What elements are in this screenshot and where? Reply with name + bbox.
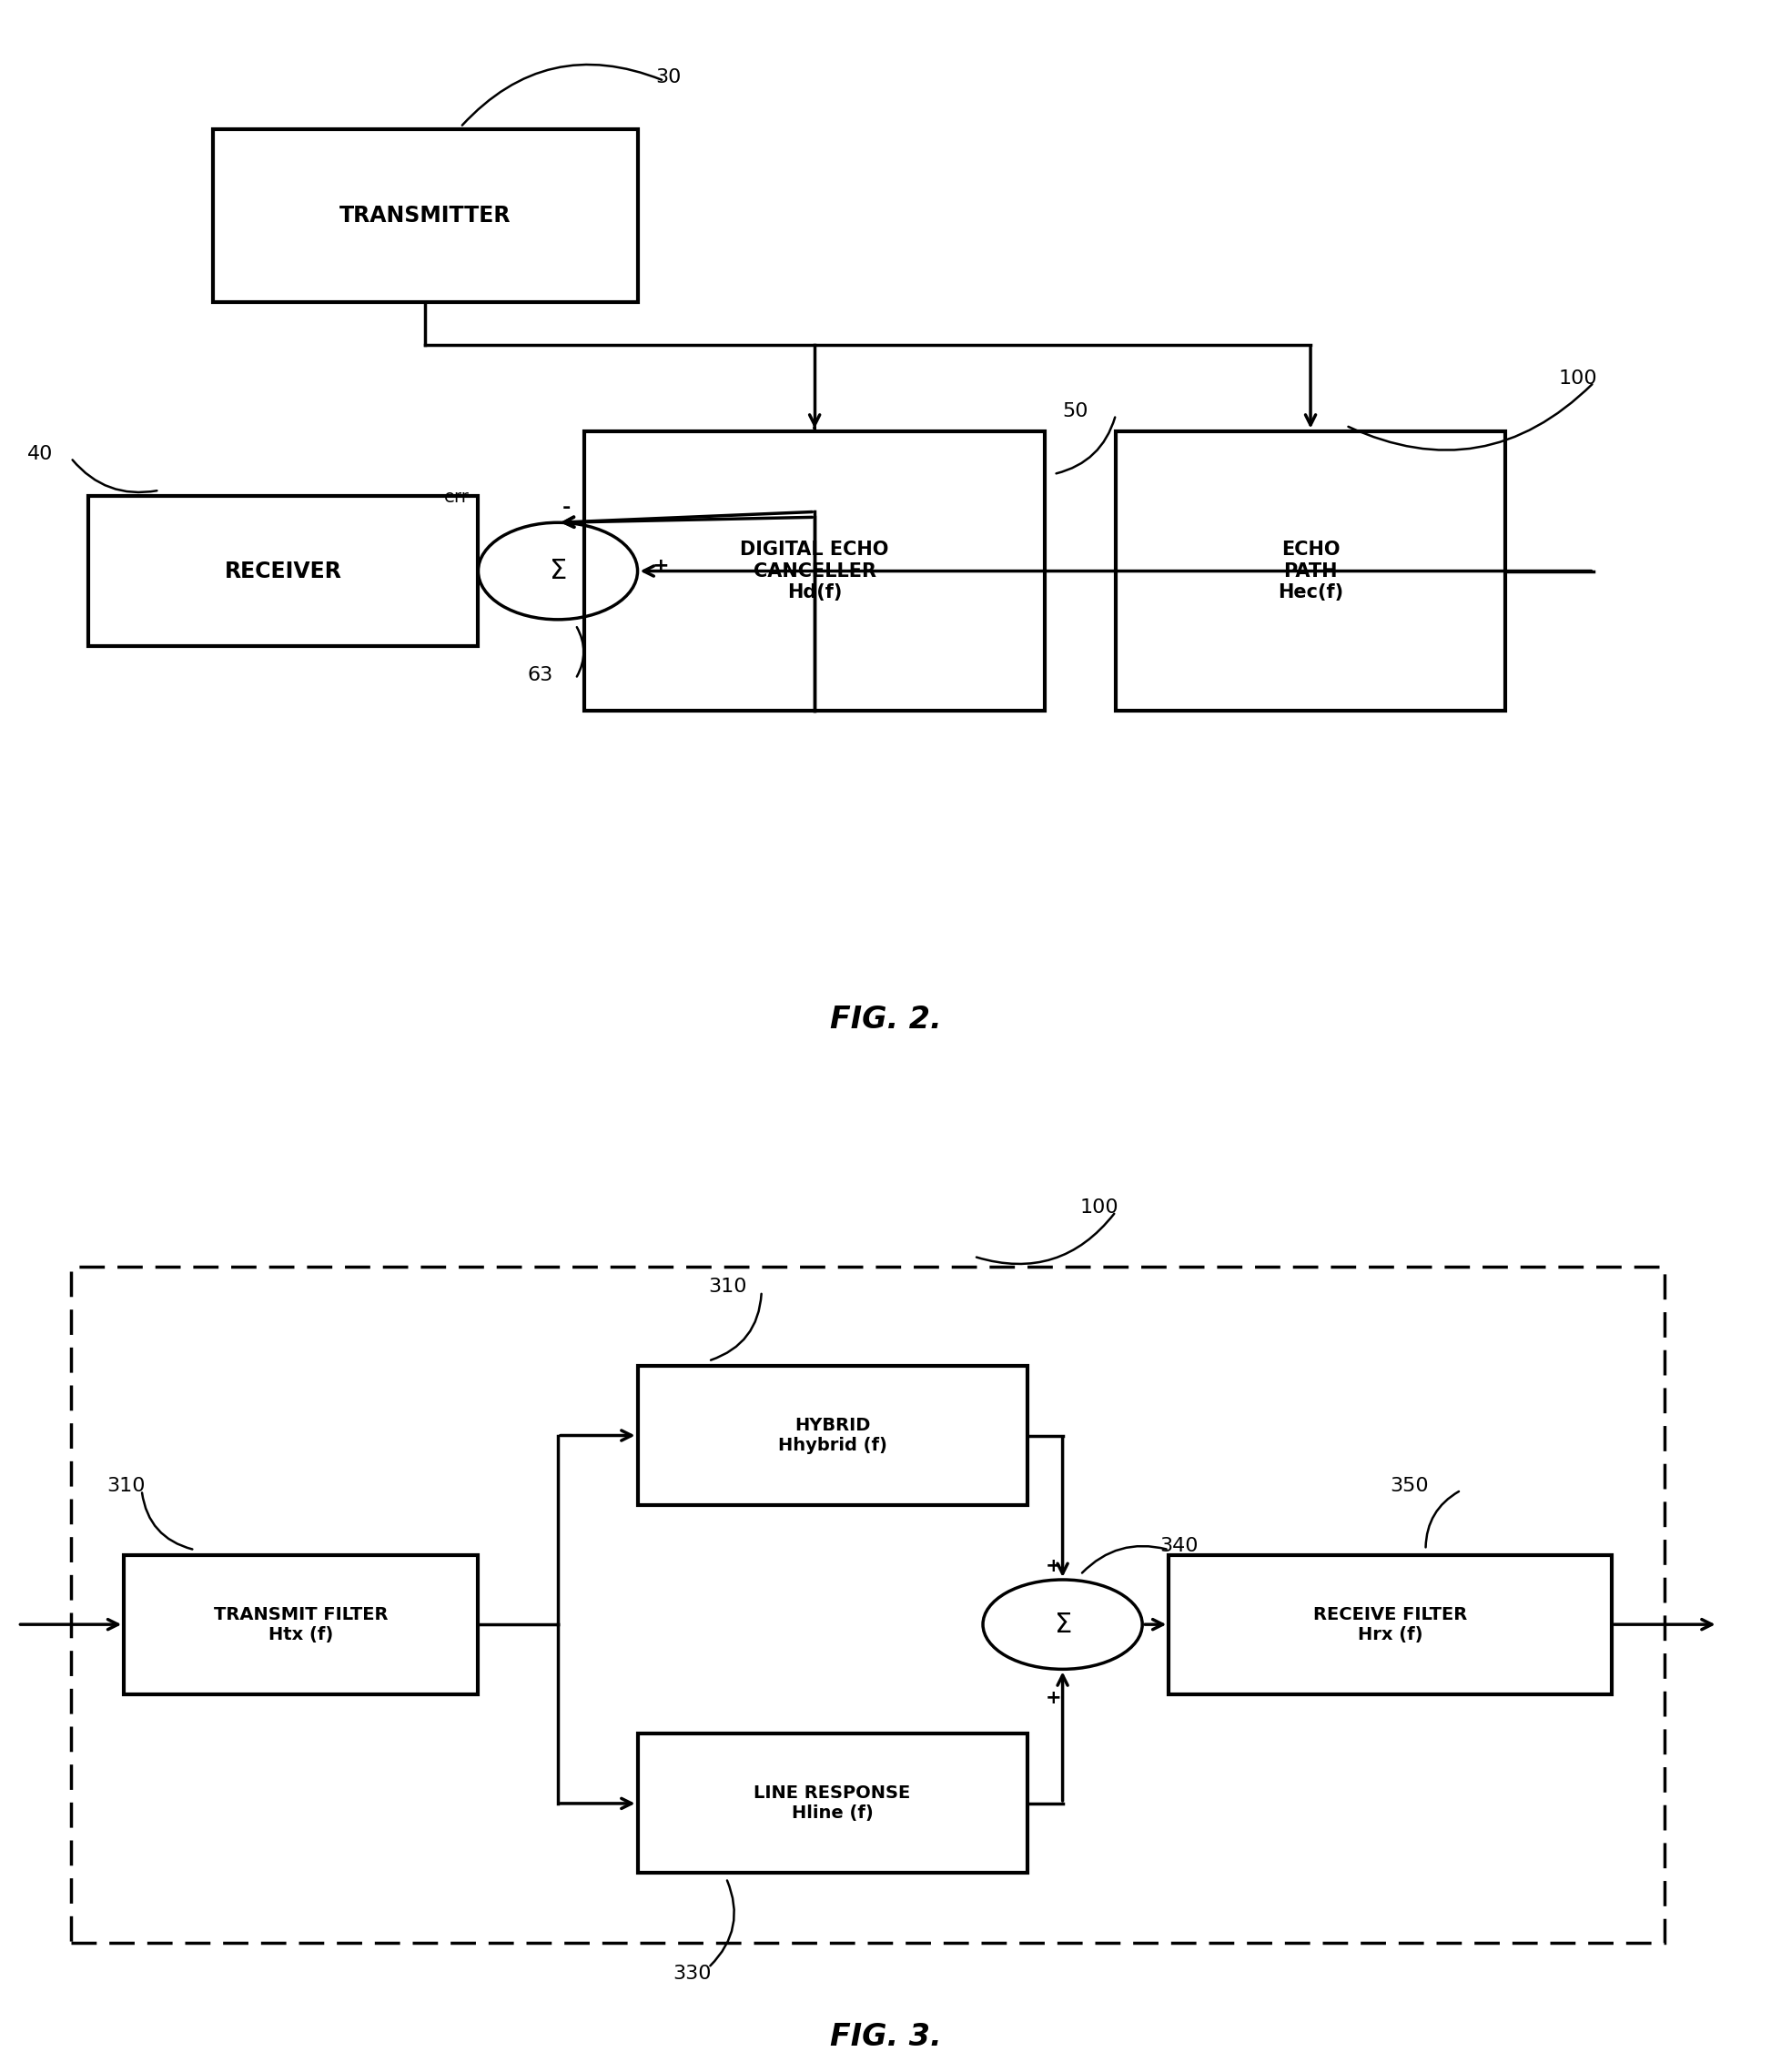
Text: 350: 350 bbox=[1390, 1477, 1429, 1496]
FancyBboxPatch shape bbox=[89, 495, 478, 646]
Text: +: + bbox=[1045, 1689, 1063, 1707]
Text: RECEIVER: RECEIVER bbox=[225, 559, 342, 582]
Text: $\Sigma$: $\Sigma$ bbox=[549, 557, 567, 584]
FancyBboxPatch shape bbox=[1116, 431, 1505, 711]
Text: +: + bbox=[1045, 1556, 1063, 1575]
FancyBboxPatch shape bbox=[584, 431, 1045, 711]
Text: TRANSMIT FILTER
Htx (f): TRANSMIT FILTER Htx (f) bbox=[214, 1606, 388, 1643]
Text: -: - bbox=[563, 499, 570, 518]
Text: $\Sigma$: $\Sigma$ bbox=[1054, 1612, 1071, 1637]
Text: 310: 310 bbox=[106, 1477, 145, 1496]
Text: 63: 63 bbox=[528, 665, 553, 684]
FancyBboxPatch shape bbox=[213, 128, 638, 303]
Text: ECHO
PATH
Hec(f): ECHO PATH Hec(f) bbox=[1277, 541, 1344, 601]
Text: 310: 310 bbox=[708, 1278, 747, 1297]
Text: DIGITAL ECHO
CANCELLER
Hd(f): DIGITAL ECHO CANCELLER Hd(f) bbox=[740, 541, 889, 601]
Text: err: err bbox=[445, 489, 469, 506]
FancyBboxPatch shape bbox=[638, 1734, 1027, 1873]
Text: RECEIVE FILTER
Hrx (f): RECEIVE FILTER Hrx (f) bbox=[1314, 1606, 1466, 1643]
FancyBboxPatch shape bbox=[1169, 1554, 1612, 1695]
Text: 40: 40 bbox=[27, 445, 53, 464]
Text: FIG. 3.: FIG. 3. bbox=[829, 2022, 942, 2051]
FancyBboxPatch shape bbox=[71, 1266, 1665, 1944]
Text: 50: 50 bbox=[1063, 402, 1089, 421]
Text: TRANSMITTER: TRANSMITTER bbox=[340, 205, 510, 226]
Text: 100: 100 bbox=[1558, 369, 1597, 387]
Text: 340: 340 bbox=[1160, 1537, 1199, 1554]
Text: LINE RESPONSE
Hline (f): LINE RESPONSE Hline (f) bbox=[754, 1784, 910, 1821]
Text: HYBRID
Hhybrid (f): HYBRID Hhybrid (f) bbox=[777, 1417, 887, 1455]
FancyBboxPatch shape bbox=[638, 1365, 1027, 1504]
FancyBboxPatch shape bbox=[124, 1554, 478, 1695]
Text: 30: 30 bbox=[655, 68, 682, 87]
Text: FIG. 2.: FIG. 2. bbox=[829, 1005, 942, 1034]
Text: 100: 100 bbox=[1080, 1198, 1119, 1216]
Text: 330: 330 bbox=[673, 1964, 712, 1983]
Text: +: + bbox=[652, 557, 669, 574]
